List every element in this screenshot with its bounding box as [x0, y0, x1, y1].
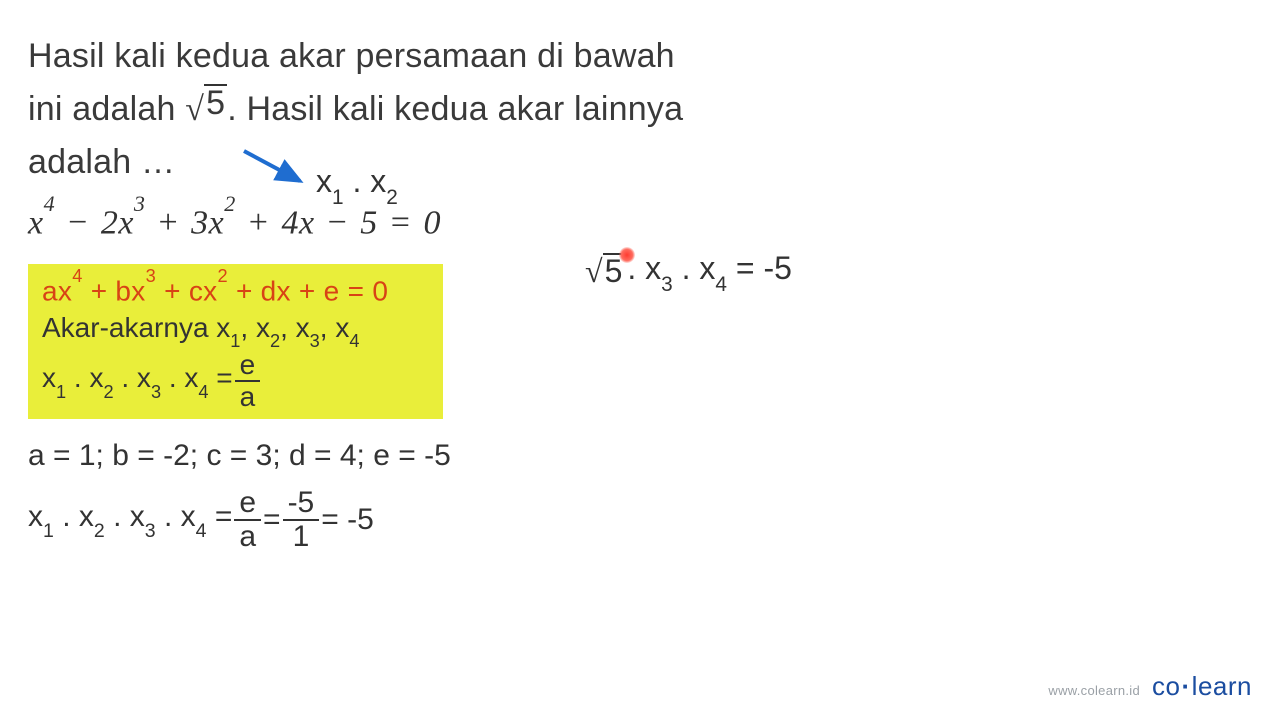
annotation-text: x1 . x2 — [316, 163, 398, 205]
laser-pointer-icon — [619, 247, 635, 263]
footer: www.colearn.id co·learn — [1048, 671, 1252, 702]
problem-text: Hasil kali kedua akar persamaan di bawah… — [28, 30, 1228, 189]
generic-quartic: ax4 + bx3 + cx2 + dx + e = 0 — [42, 274, 429, 307]
arrow-icon — [238, 145, 318, 200]
fraction-e-over-a: e a — [235, 350, 261, 411]
problem-line-2: ini adalah √5. Hasil kali kedua akar lai… — [28, 83, 1228, 137]
problem-line-1: Hasil kali kedua akar persamaan di bawah — [28, 30, 1228, 83]
fraction-ea: e a — [234, 487, 261, 552]
roots-label: Akar-akarnya x1, x2, x3, x4 — [42, 312, 429, 349]
coefficients-list: a = 1; b = -2; c = 3; d = 4; e = -5 — [28, 439, 1228, 473]
formula-highlight-box: ax4 + bx3 + cx2 + dx + e = 0 Akar-akarny… — [28, 264, 443, 419]
problem-line-3: adalah … — [28, 136, 1228, 189]
annotation-arrow-group: x1 . x2 — [238, 145, 438, 205]
sqrt-5-side: √5 — [585, 253, 624, 290]
roots-product-formula: x1 . x2 . x3 . x4 = e a — [42, 350, 429, 411]
product-calculation: x1 . x2 . x3 . x4 = e a = -5 1 = -5 — [28, 487, 1228, 552]
footer-logo: co·learn — [1152, 671, 1252, 702]
sqrt-5: √5 — [185, 84, 227, 137]
fraction-neg5-1: -5 1 — [283, 487, 320, 552]
polynomial-equation: x4 − 2x3 + 3x2 + 4x − 5 = 0 — [28, 201, 1228, 242]
footer-url: www.colearn.id — [1048, 683, 1140, 698]
side-equation: √5. x3 . x4 = -5 — [585, 250, 792, 292]
